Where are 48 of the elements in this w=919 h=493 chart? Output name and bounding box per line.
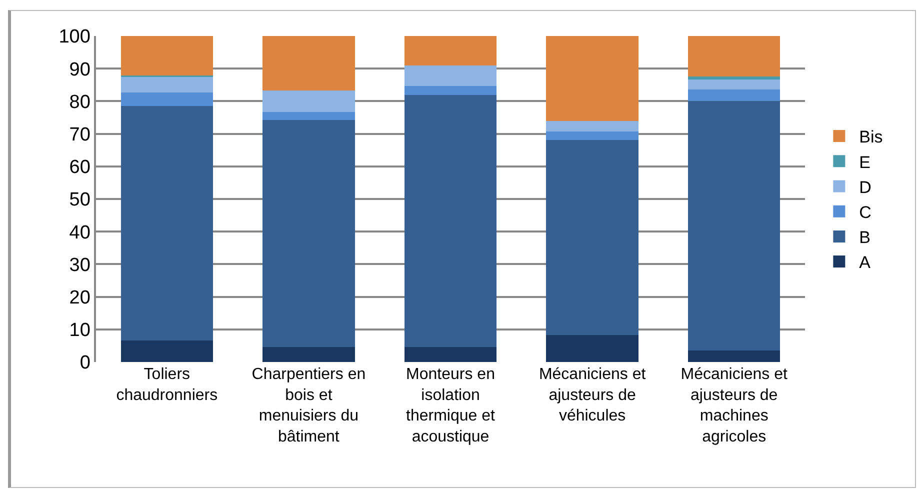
y-tick-label: 20: [69, 287, 90, 308]
legend-label: E: [859, 152, 871, 172]
y-tick-label: 0: [80, 352, 90, 374]
y-tick-label: 40: [69, 222, 90, 244]
bar: [688, 36, 780, 76]
x-tick-label: Monteurs en isolation thermique et acoustique: [406, 366, 496, 446]
bar: [120, 36, 213, 76]
y-tick-label: 50: [69, 190, 90, 211]
x-tick-label: Toliers chaudronniers: [116, 366, 218, 404]
bar: [688, 89, 780, 102]
bar: [546, 140, 638, 335]
bar: [262, 36, 355, 90]
bar: [262, 120, 355, 347]
bar: [404, 347, 497, 362]
legend-label: A: [859, 253, 872, 272]
bar: [546, 132, 638, 140]
y-tick-label: 80: [69, 92, 90, 113]
bar: [546, 36, 638, 121]
y-tick-label: 70: [69, 124, 90, 146]
bar: [262, 347, 355, 362]
y-tick-label: 10: [69, 320, 90, 342]
y-tick-label: 100: [58, 26, 90, 48]
bar: [688, 350, 780, 362]
bar: [688, 76, 780, 80]
bar: [546, 120, 638, 132]
legend-label: Bis: [859, 128, 883, 147]
bar: [120, 92, 213, 106]
legend-label: C: [859, 202, 872, 222]
bar: [120, 76, 213, 93]
y-tick-label: 30: [69, 254, 90, 276]
legend-label: B: [859, 228, 871, 248]
bar: [404, 36, 497, 66]
bar: [688, 80, 780, 90]
x-tick-label: Mécaniciens et ajusteurs de machines agricoles: [680, 366, 788, 446]
bar: [404, 66, 497, 86]
bar: [262, 112, 355, 120]
y-tick-label: 90: [69, 59, 90, 80]
x-tick-label: Charpentiers en bois et menuisiers du bâtiment: [252, 366, 366, 446]
bar: [262, 90, 355, 112]
bar: [688, 101, 780, 350]
bar: [404, 95, 497, 347]
bar: [546, 334, 638, 362]
x-tick-label: Mécaniciens et ajusteurs de véhicules: [538, 366, 646, 425]
bar: [404, 86, 497, 96]
legend-label: D: [859, 178, 872, 197]
bar: [120, 340, 213, 362]
y-tick-label: 60: [69, 157, 90, 178]
bar: [120, 106, 213, 340]
